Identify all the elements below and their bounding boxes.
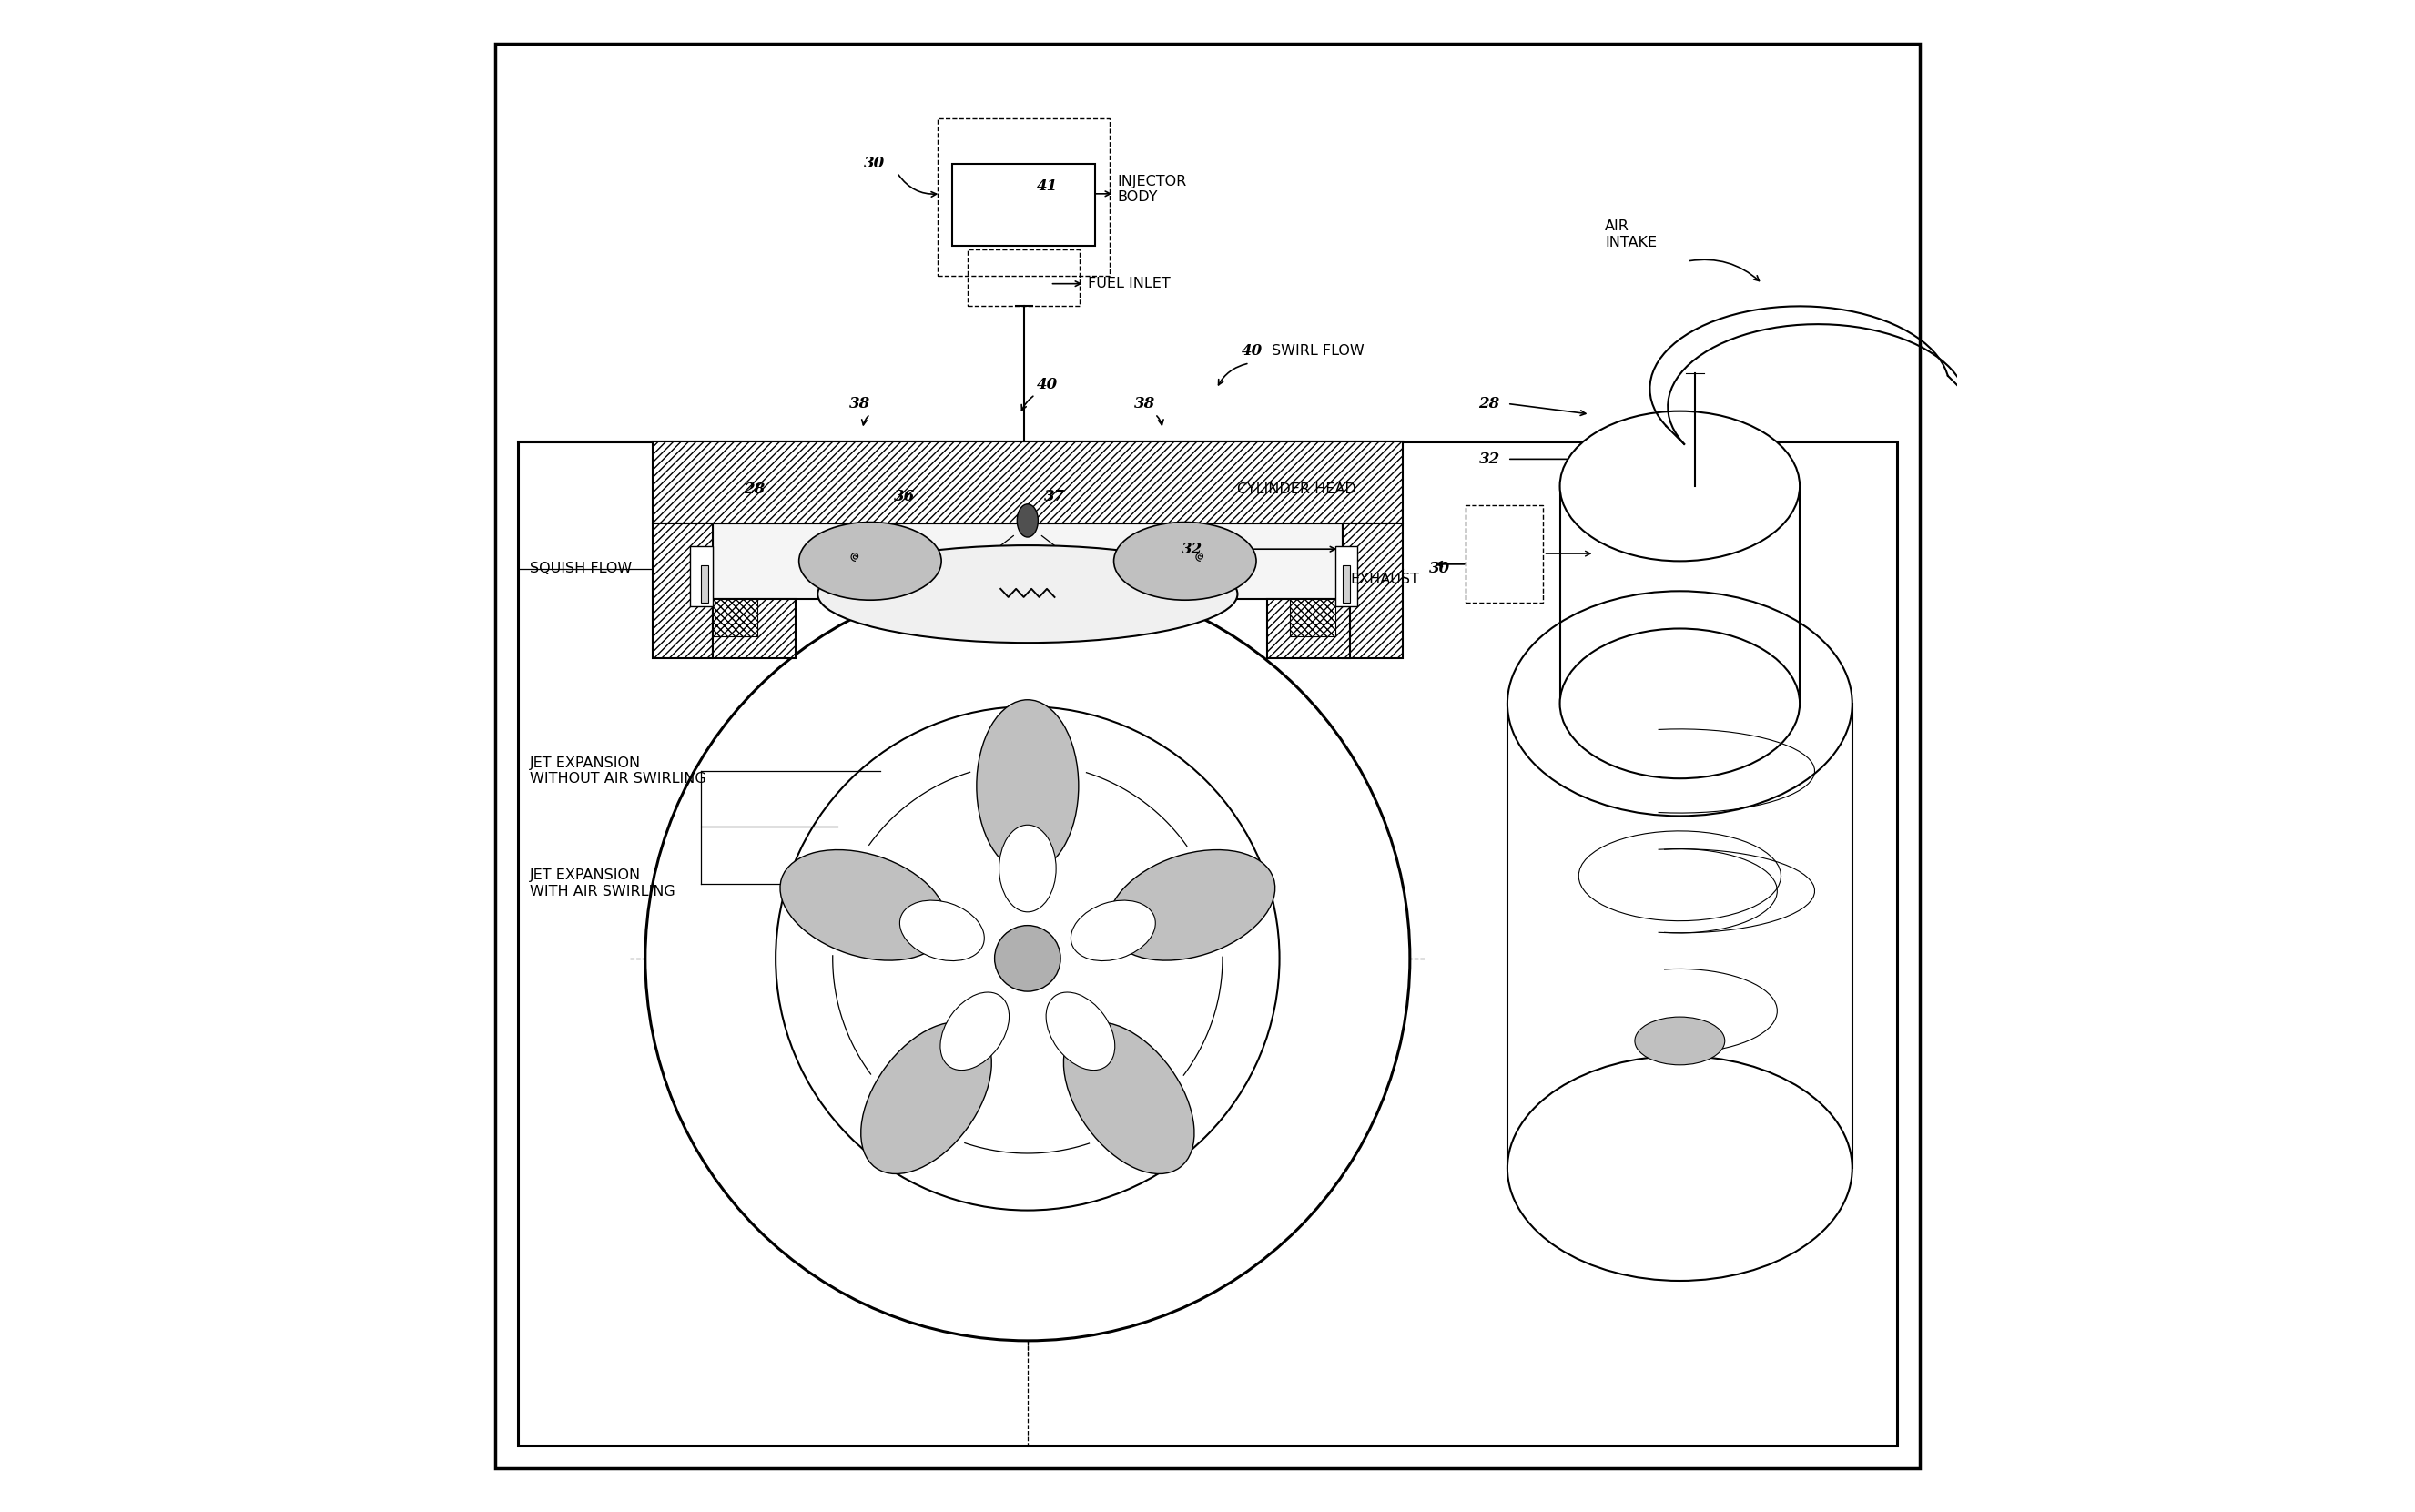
Text: 40: 40 — [1241, 343, 1263, 358]
Ellipse shape — [1046, 992, 1116, 1070]
Text: FUEL INLET: FUEL INLET — [1087, 277, 1171, 290]
Ellipse shape — [901, 900, 985, 960]
Text: INJECTOR
BODY: INJECTOR BODY — [1118, 174, 1186, 204]
Ellipse shape — [1560, 411, 1799, 561]
Bar — [1343, 523, 1403, 659]
Ellipse shape — [939, 992, 1009, 1070]
Text: 40: 40 — [1036, 376, 1058, 392]
Bar — [700, 565, 708, 603]
Text: AIR
INTAKE: AIR INTAKE — [1606, 219, 1657, 249]
Circle shape — [645, 576, 1410, 1341]
Text: 30: 30 — [865, 156, 886, 171]
Ellipse shape — [819, 546, 1236, 643]
Ellipse shape — [1108, 850, 1275, 960]
Ellipse shape — [780, 850, 947, 960]
Bar — [517, 442, 1898, 1445]
Ellipse shape — [976, 700, 1080, 872]
Text: 38: 38 — [850, 396, 869, 411]
Text: EXHAUST: EXHAUST — [1350, 572, 1420, 587]
Bar — [952, 163, 1094, 246]
Text: 38: 38 — [1135, 396, 1154, 411]
Bar — [712, 599, 795, 659]
Bar — [937, 119, 1111, 277]
Bar — [652, 523, 712, 659]
Bar — [1290, 599, 1335, 637]
Text: 28: 28 — [1478, 396, 1500, 411]
Bar — [1343, 565, 1350, 603]
Text: JET EXPANSION
WITHOUT AIR SWIRLING: JET EXPANSION WITHOUT AIR SWIRLING — [529, 756, 705, 786]
Ellipse shape — [1000, 826, 1055, 912]
Text: 41: 41 — [1036, 178, 1058, 194]
Circle shape — [775, 706, 1280, 1210]
Bar — [1335, 546, 1357, 606]
Bar — [968, 249, 1080, 307]
Ellipse shape — [1635, 1018, 1724, 1064]
Bar — [652, 442, 1403, 523]
Text: CYLINDER HEAD: CYLINDER HEAD — [1236, 482, 1357, 496]
Text: 32: 32 — [1478, 452, 1500, 467]
Text: JET EXPANSION
WITH AIR SWIRLING: JET EXPANSION WITH AIR SWIRLING — [529, 869, 676, 898]
Text: 37: 37 — [1043, 488, 1065, 505]
Ellipse shape — [860, 1022, 993, 1173]
Text: 30: 30 — [1430, 561, 1451, 576]
Bar — [1268, 599, 1350, 659]
Ellipse shape — [1507, 591, 1852, 816]
Text: 36: 36 — [894, 488, 915, 505]
Text: SQUISH FLOW: SQUISH FLOW — [529, 562, 633, 576]
Ellipse shape — [1017, 503, 1038, 537]
Ellipse shape — [1113, 522, 1256, 600]
Ellipse shape — [1070, 900, 1154, 960]
Text: 28: 28 — [744, 481, 766, 497]
Ellipse shape — [799, 522, 942, 600]
Bar — [691, 546, 712, 606]
Ellipse shape — [1063, 1022, 1195, 1173]
Ellipse shape — [1507, 1055, 1852, 1281]
Bar — [712, 599, 758, 637]
Bar — [712, 523, 1343, 599]
Bar — [1466, 505, 1543, 603]
Circle shape — [995, 925, 1060, 992]
Text: 32: 32 — [1181, 541, 1203, 556]
Text: SWIRL FLOW: SWIRL FLOW — [1273, 345, 1364, 358]
Ellipse shape — [1560, 629, 1799, 779]
